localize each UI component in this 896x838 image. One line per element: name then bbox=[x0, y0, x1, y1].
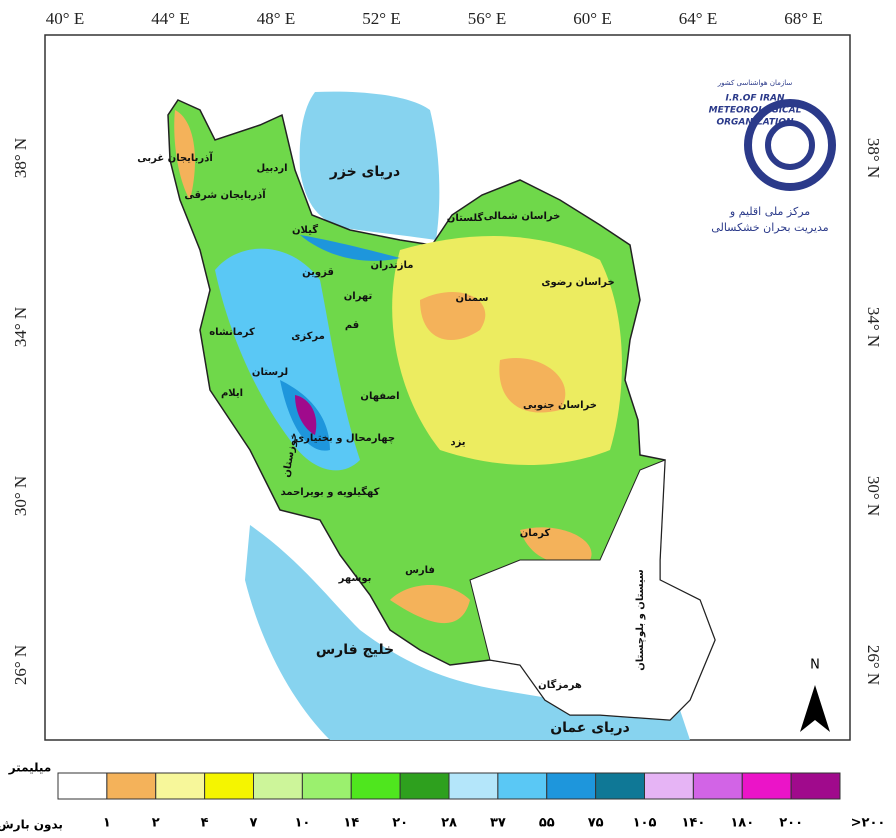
lon-label: 44° E bbox=[151, 9, 189, 28]
legend-swatch bbox=[546, 772, 597, 800]
legend-swatch bbox=[204, 772, 254, 800]
province-label: خراسان شمالی bbox=[484, 211, 561, 222]
province-label: اردبیل bbox=[256, 163, 287, 174]
legend-label: ۴ bbox=[201, 816, 209, 831]
legend-label: >۲۰۰ bbox=[851, 816, 886, 831]
logo-ring bbox=[744, 99, 836, 191]
province-label: گلستان bbox=[447, 211, 484, 224]
wet-zone bbox=[215, 248, 360, 471]
lat-label: 38° N bbox=[864, 138, 883, 178]
lat-label: 34° N bbox=[864, 307, 883, 347]
lon-label: 64° E bbox=[679, 9, 717, 28]
logo-text: ORGANIZATION bbox=[716, 118, 794, 128]
lat-label: 26° N bbox=[11, 645, 30, 685]
dry-zone bbox=[392, 236, 622, 465]
lat-label: 38° N bbox=[11, 138, 30, 178]
legend-label: ۱۴۰ bbox=[681, 816, 705, 831]
legend-swatch bbox=[790, 772, 841, 800]
legend-swatch bbox=[595, 772, 645, 800]
legend-swatch bbox=[301, 772, 352, 800]
province-label: چهارمحال و بختیاری bbox=[295, 433, 395, 444]
province-label: قزوین bbox=[302, 267, 334, 278]
legend-label: ۱۰ bbox=[294, 816, 310, 831]
north-arrow: N bbox=[800, 658, 830, 732]
province-label: سمنان bbox=[456, 293, 489, 304]
province-label: لرستان bbox=[252, 367, 288, 378]
lat-label: 30° N bbox=[864, 476, 883, 516]
legend-label: ۲۸ bbox=[441, 816, 457, 831]
province-label: هرمزگان bbox=[538, 678, 582, 691]
legend-label: ۷ bbox=[250, 816, 258, 831]
legend-swatch bbox=[644, 772, 694, 800]
province-label: آذربایجان شرقی bbox=[184, 188, 266, 201]
province-label: تهران bbox=[344, 291, 373, 302]
legend-swatch bbox=[57, 772, 108, 800]
legend-label: ۵۵ bbox=[539, 816, 555, 831]
lon-label: 52° E bbox=[362, 9, 400, 28]
legend-swatch bbox=[350, 772, 401, 800]
province-label: خراسان جنوبی bbox=[523, 400, 597, 411]
logo-text: مدیریت بحران خشکسالی bbox=[711, 221, 828, 234]
logo-text: سازمان هواشناسی کشور bbox=[717, 79, 793, 87]
sea-label: دریای خزر bbox=[329, 164, 400, 180]
no-rain bbox=[469, 459, 716, 721]
province-label: ایلام bbox=[221, 388, 243, 399]
lat-label: 34° N bbox=[11, 307, 30, 347]
legend-label: ۱۸۰ bbox=[730, 816, 754, 831]
province-label: مازندران bbox=[371, 260, 414, 271]
legend-label: ۲۰۰ bbox=[779, 816, 803, 831]
province-label: گیلان bbox=[292, 223, 318, 236]
legend-title: میلیمتر bbox=[8, 761, 52, 775]
province-label: بوشهر bbox=[338, 573, 372, 584]
province-label: یزد bbox=[450, 437, 465, 448]
lon-label: 60° E bbox=[573, 9, 611, 28]
logo-text: METEOROLOGICAL bbox=[709, 106, 802, 116]
caspian bbox=[299, 91, 440, 240]
province-label: آذربایجان غربی bbox=[137, 151, 213, 164]
legend-swatch bbox=[399, 772, 450, 800]
legend-label: بدون بارش bbox=[0, 818, 63, 833]
province-label: قم bbox=[345, 320, 359, 331]
legend-swatch bbox=[448, 772, 499, 800]
province-label: فارس bbox=[405, 565, 435, 576]
province-label: سیستان و بلوچستان bbox=[635, 569, 646, 671]
logo-text: I.R.OF IRAN bbox=[726, 94, 785, 104]
lon-label: 56° E bbox=[468, 9, 506, 28]
north-label: N bbox=[810, 658, 820, 673]
max-zone bbox=[295, 395, 317, 435]
legend-label: ۷۵ bbox=[588, 816, 604, 831]
lat-label: 30° N bbox=[11, 476, 30, 516]
legend-label: ۳۷ bbox=[490, 816, 506, 831]
lon-label: 68° E bbox=[784, 9, 822, 28]
province-label: کهگیلویه و بویراحمد bbox=[281, 485, 380, 498]
legend-swatch bbox=[692, 772, 743, 800]
province-label: کرمانشاه bbox=[209, 327, 255, 338]
lon-label: 48° E bbox=[257, 9, 295, 28]
legend-swatch bbox=[106, 772, 157, 800]
legend-swatch bbox=[253, 772, 303, 800]
sea-label: دریای عمان bbox=[550, 720, 630, 736]
wetter-zone bbox=[280, 235, 400, 451]
legend-label: ۱۴ bbox=[343, 816, 359, 831]
logo: سازمان هواشناسی کشور I.R.OF IRAN METEORO… bbox=[709, 79, 836, 234]
province-label: مرکزی bbox=[291, 331, 325, 342]
province-label: اصفهان bbox=[360, 391, 399, 402]
province-label: کرمان bbox=[520, 528, 551, 539]
legend-label: ۲ bbox=[152, 816, 160, 831]
lon-label: 40° E bbox=[46, 9, 84, 28]
north-arrow-shape bbox=[800, 685, 830, 732]
legend-label: ۲۰ bbox=[392, 816, 408, 831]
legend-label: ۱ bbox=[103, 816, 111, 831]
province-label: خراسان رضوی bbox=[541, 277, 614, 288]
logo-text: مرکز ملی اقلیم و bbox=[729, 205, 810, 218]
legend-swatch bbox=[741, 772, 792, 800]
logo-ring bbox=[765, 120, 815, 170]
lat-label: 26° N bbox=[864, 645, 883, 685]
legend-swatch bbox=[155, 772, 206, 800]
legend-swatch bbox=[497, 772, 548, 800]
sea-label: خلیج فارس bbox=[316, 642, 394, 658]
legend-label: ۱۰۵ bbox=[633, 816, 657, 831]
gulf bbox=[245, 525, 690, 740]
